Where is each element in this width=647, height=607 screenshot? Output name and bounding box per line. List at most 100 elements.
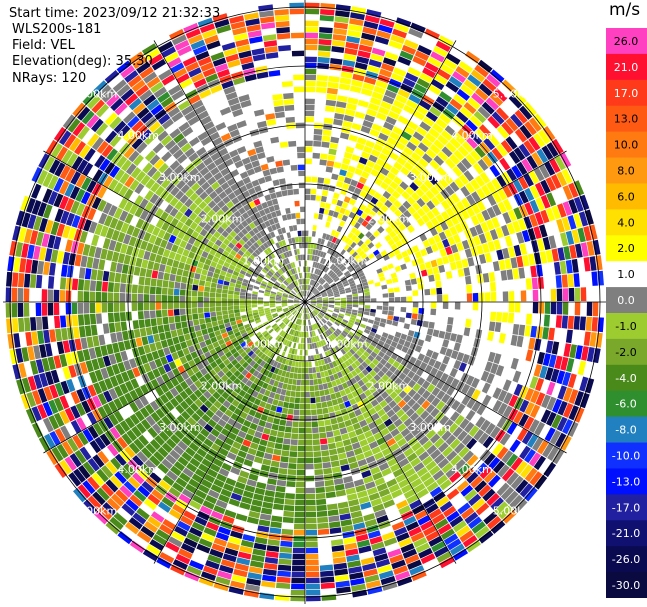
velocity-gate <box>334 112 345 120</box>
velocity-gate <box>372 260 380 267</box>
velocity-gate <box>230 260 238 267</box>
velocity-gate <box>305 493 316 500</box>
velocity-gate <box>529 214 539 227</box>
velocity-gate <box>278 356 284 364</box>
velocity-gate <box>542 327 550 340</box>
velocity-gate <box>104 112 118 126</box>
velocity-gate <box>25 408 37 424</box>
velocity-gate <box>562 419 574 435</box>
velocity-gate <box>305 242 308 249</box>
velocity-gate <box>336 397 344 405</box>
velocity-gate <box>397 115 410 125</box>
velocity-gate <box>194 273 201 280</box>
velocity-gate <box>315 104 325 111</box>
velocity-gate <box>574 407 585 423</box>
velocity-gate <box>135 124 148 137</box>
velocity-gate <box>463 267 471 277</box>
velocity-gate <box>252 548 266 557</box>
velocity-gate <box>443 173 454 185</box>
velocity-gate <box>253 314 260 319</box>
velocity-gate <box>449 471 462 483</box>
velocity-gate <box>430 288 437 295</box>
velocity-gate <box>401 44 417 55</box>
velocity-gate <box>92 257 100 270</box>
velocity-gate <box>228 309 234 315</box>
velocity-gate <box>305 8 320 15</box>
velocity-gate <box>185 131 197 142</box>
velocity-gate <box>365 223 373 231</box>
velocity-gate <box>261 280 268 285</box>
velocity-gate <box>181 105 194 116</box>
velocity-gate <box>267 225 274 233</box>
velocity-gate <box>340 227 347 235</box>
velocity-gate <box>129 389 139 401</box>
velocity-gate <box>362 119 373 129</box>
velocity-gate <box>231 574 247 584</box>
velocity-gate <box>429 159 440 170</box>
velocity-gate <box>345 289 352 294</box>
velocity-gate <box>554 432 567 448</box>
velocity-gate <box>247 257 254 264</box>
velocity-gate <box>296 379 301 386</box>
velocity-gate <box>571 258 579 273</box>
velocity-gate <box>278 254 284 261</box>
velocity-gate <box>192 284 199 291</box>
velocity-gate <box>409 136 421 147</box>
velocity-gate <box>97 199 107 212</box>
velocity-gate <box>380 250 388 257</box>
velocity-gate <box>276 308 283 312</box>
velocity-gate <box>158 332 166 341</box>
velocity-gate <box>339 513 352 521</box>
velocity-gate <box>292 415 300 422</box>
velocity-gate <box>224 158 234 167</box>
velocity-gate <box>185 353 193 362</box>
velocity-gate <box>383 432 393 442</box>
velocity-gate <box>425 148 437 159</box>
velocity-gate <box>388 195 397 204</box>
velocity-gate <box>333 478 344 486</box>
velocity-gate <box>168 316 175 324</box>
velocity-gate <box>327 350 332 357</box>
velocity-gate <box>326 288 332 293</box>
velocity-gate <box>297 306 302 312</box>
velocity-gate <box>291 323 296 329</box>
velocity-gate <box>108 400 118 413</box>
velocity-gate <box>171 34 187 46</box>
velocity-gate <box>418 295 425 302</box>
velocity-gate <box>64 239 73 253</box>
velocity-gate <box>522 254 530 267</box>
velocity-gate <box>324 315 330 320</box>
velocity-gate <box>186 532 201 543</box>
velocity-gate <box>180 142 192 153</box>
velocity-gate <box>174 525 188 537</box>
velocity-gate <box>437 523 452 535</box>
velocity-gate <box>472 310 479 320</box>
velocity-gate <box>177 440 188 451</box>
velocity-gate <box>216 315 223 321</box>
velocity-gate <box>305 290 307 297</box>
velocity-gate <box>215 576 231 586</box>
velocity-gate <box>350 12 365 21</box>
velocity-gate <box>317 56 330 64</box>
velocity-gate <box>528 452 542 467</box>
velocity-gate <box>409 182 419 192</box>
velocity-gate <box>421 455 434 467</box>
velocity-gate <box>519 348 528 361</box>
velocity-gate <box>456 161 468 174</box>
velocity-gate <box>334 483 345 491</box>
velocity-gate <box>320 371 326 378</box>
velocity-gate <box>450 333 458 342</box>
velocity-gate <box>419 410 430 420</box>
velocity-gate <box>322 339 327 346</box>
velocity-gate <box>203 302 210 308</box>
velocity-gate <box>351 206 359 214</box>
velocity-gate <box>279 261 284 267</box>
velocity-gate <box>333 28 348 36</box>
velocity-gate <box>193 78 207 89</box>
velocity-gate <box>197 261 205 269</box>
velocity-gate <box>496 174 507 188</box>
velocity-gate <box>432 266 440 275</box>
velocity-gate <box>496 446 509 460</box>
velocity-gate <box>557 400 568 416</box>
velocity-gate <box>217 350 225 358</box>
